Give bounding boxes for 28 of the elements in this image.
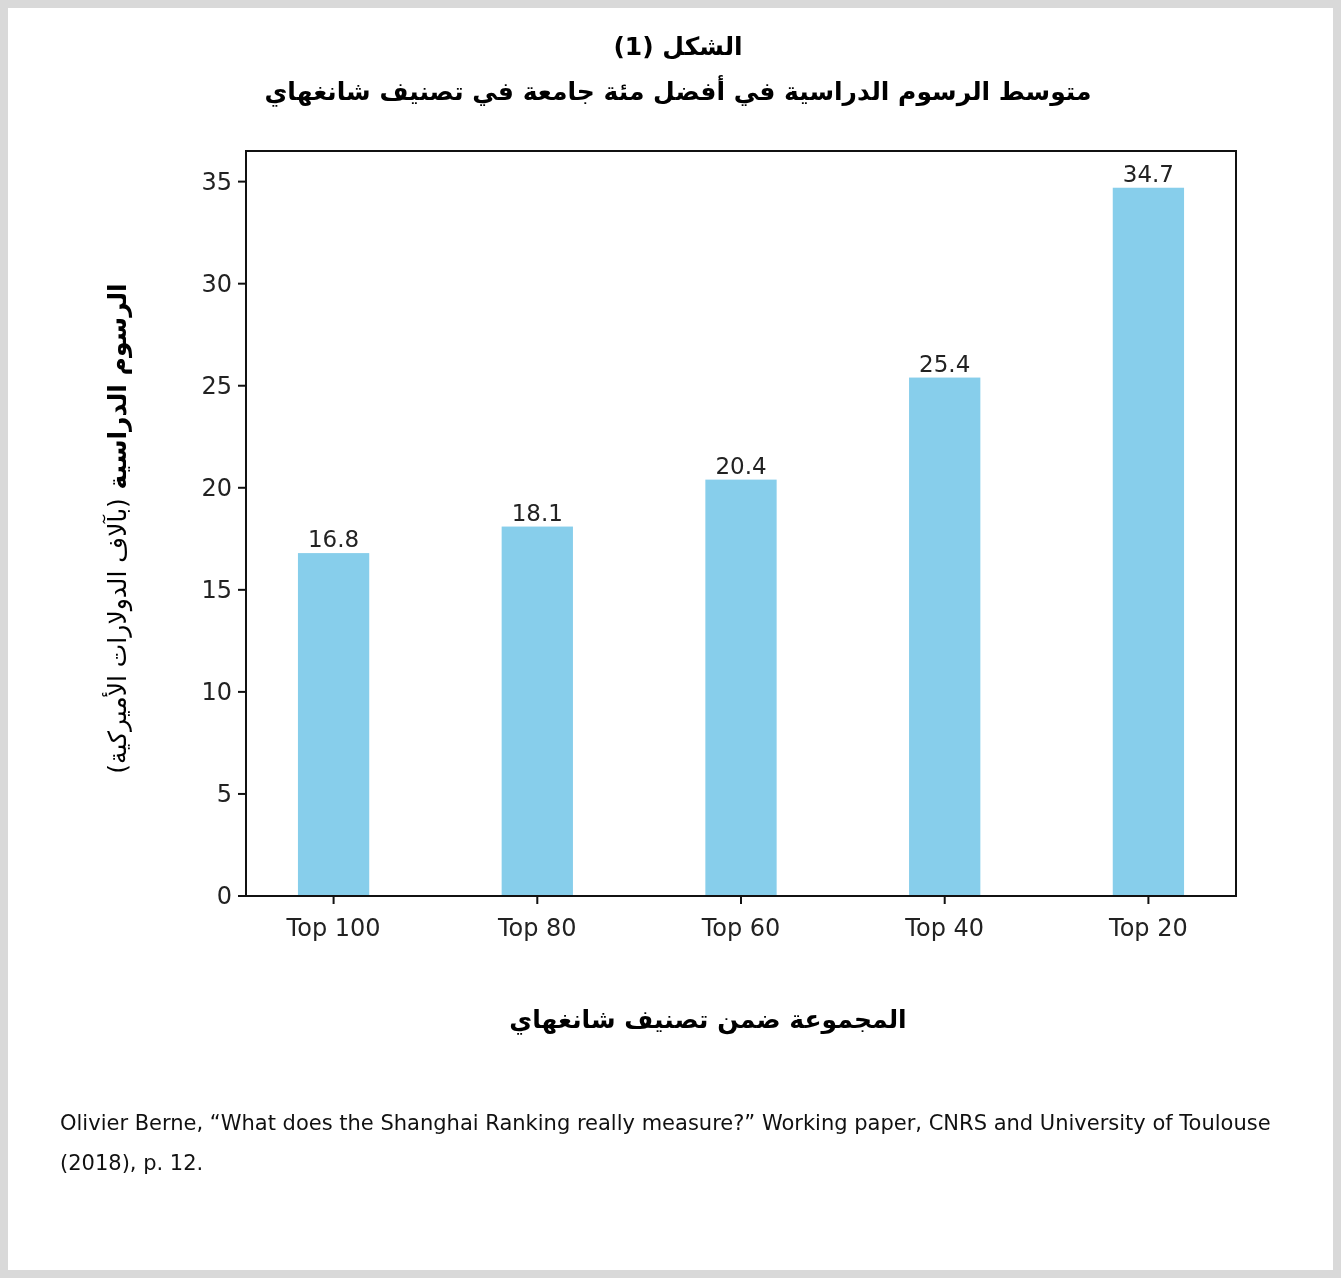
y-tick-label: 30 xyxy=(201,269,232,298)
x-axis-title: المجموعة ضمن تصنيف شانغهاي xyxy=(509,1005,907,1035)
bar xyxy=(1112,187,1185,896)
bar xyxy=(297,553,370,896)
y-tick-label: 15 xyxy=(201,575,232,604)
y-tick-label: 35 xyxy=(201,167,232,196)
x-tick-label: Top 60 xyxy=(700,914,781,942)
bar xyxy=(501,526,573,896)
text: Olivier Berne, “What does the Shanghai Ranking really measure?” Working paper, CNRS and University of Toulouse (2018), p. 12. xyxy=(60,1110,1272,1177)
x-tick-label: Top 80 xyxy=(496,914,577,942)
data-label: 18.1 xyxy=(511,499,563,526)
bar xyxy=(909,377,981,896)
y-axis-title: الرسوم الدراسية (بآلاف الدولارات الأميركية) xyxy=(101,283,133,774)
data-label: 20.4 xyxy=(715,452,767,479)
y-tick-label: 25 xyxy=(201,371,232,400)
chart-subtitle: متوسط الرسوم الدراسية في أفضل مئة جامعة في تصنيف شانغهاي xyxy=(264,75,1092,107)
y-tick-label: 0 xyxy=(216,882,232,910)
y-tick-label: 5 xyxy=(216,779,232,808)
data-label: 34.7 xyxy=(1122,160,1175,187)
x-tick-label: Top 100 xyxy=(285,914,381,942)
x-tick-label: Top 20 xyxy=(1108,914,1188,942)
data-label: 16.8 xyxy=(307,526,360,553)
y-tick-label: 20 xyxy=(201,473,232,502)
bar xyxy=(705,479,777,896)
chart-title: الشكل (1) xyxy=(613,32,743,61)
data-label: 25.4 xyxy=(919,350,971,377)
y-tick-label: 10 xyxy=(201,677,232,706)
x-tick-label: Top 40 xyxy=(904,914,985,942)
